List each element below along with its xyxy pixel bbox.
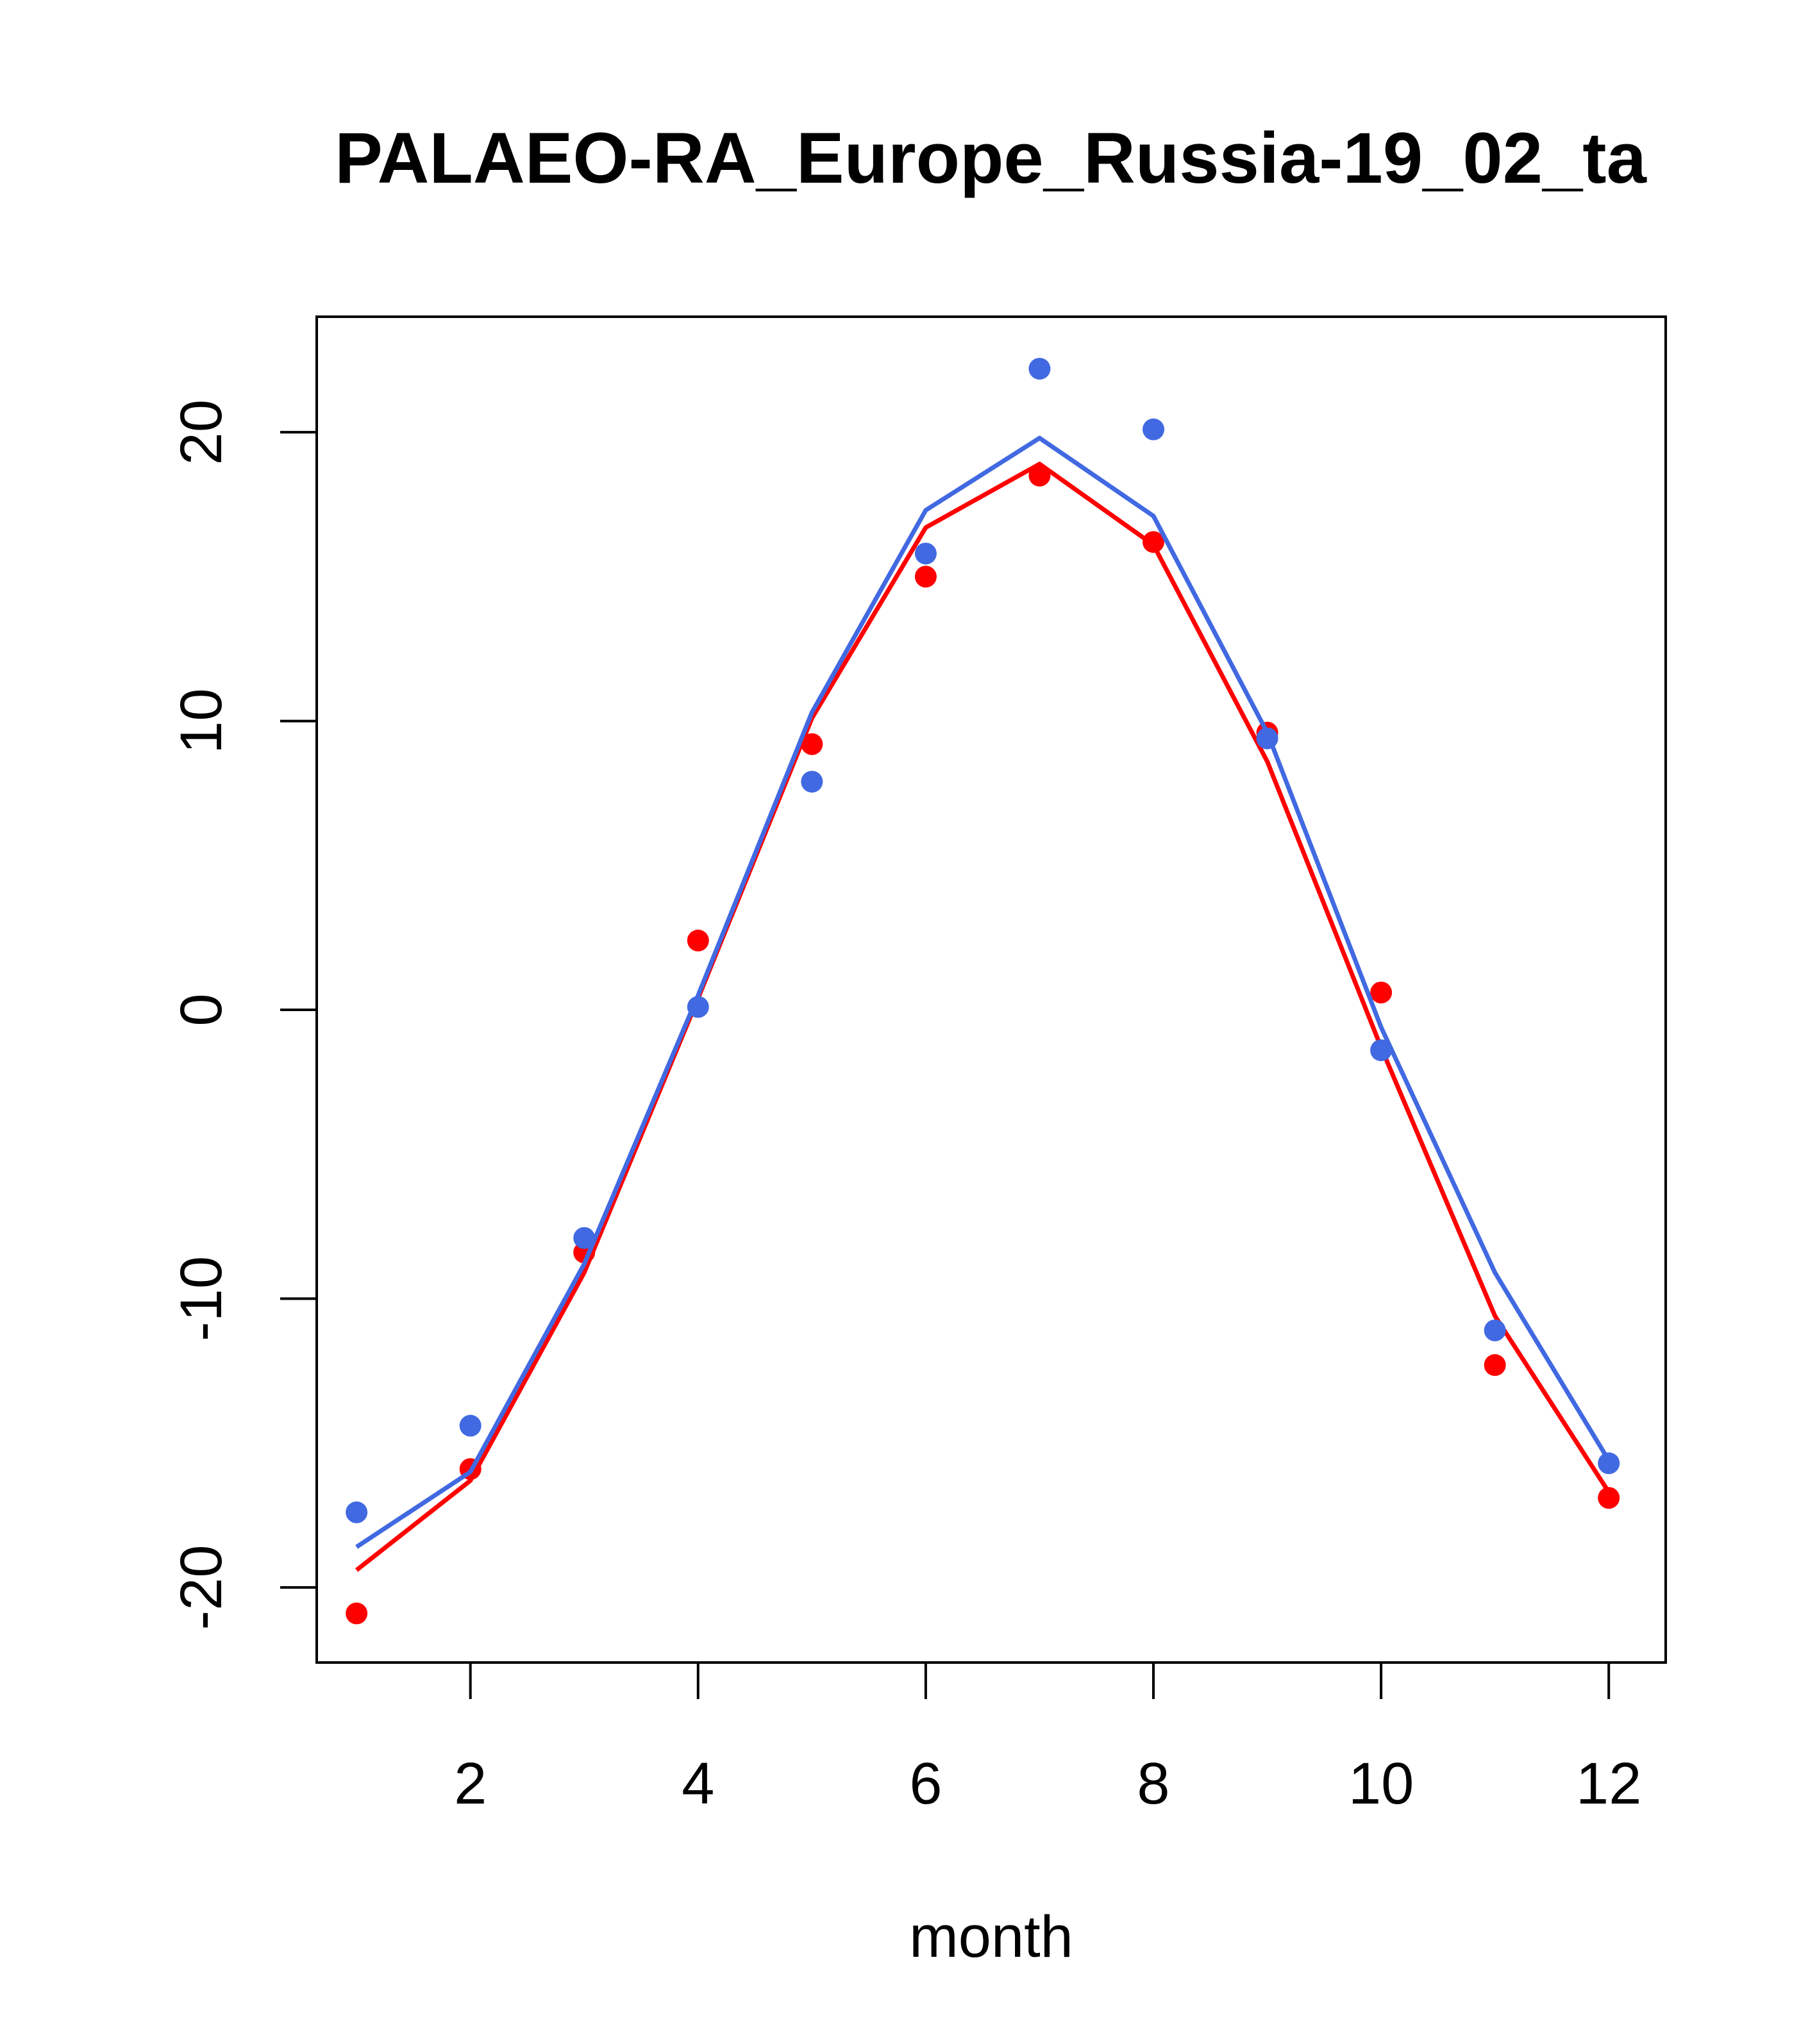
series-1-point xyxy=(801,733,823,755)
series-2-point xyxy=(459,1414,481,1437)
series-1-point xyxy=(1028,464,1051,487)
series-2-point xyxy=(1143,418,1165,440)
series-1 xyxy=(346,462,1620,1625)
series-2-point xyxy=(1028,358,1051,380)
series-2-point xyxy=(346,1501,368,1523)
y-axis: -20 -10 0 10 20 xyxy=(169,399,318,1630)
series-2-point xyxy=(1370,1039,1393,1062)
series-2-point xyxy=(687,996,709,1018)
series-1-point xyxy=(914,565,937,588)
series-1-point xyxy=(1143,531,1165,553)
y-tick-label: -20 xyxy=(169,1545,234,1630)
series-2-point xyxy=(1484,1319,1506,1342)
series-2-point xyxy=(914,542,937,565)
x-tick-label: 2 xyxy=(454,1751,487,1816)
x-tick-label: 8 xyxy=(1137,1751,1169,1816)
x-tick-label: 4 xyxy=(682,1751,714,1816)
y-tick-label: -10 xyxy=(169,1256,234,1341)
series-2-point xyxy=(801,771,823,793)
series-1-point xyxy=(687,929,709,951)
x-tick-label: 10 xyxy=(1348,1751,1414,1816)
plot-area-frame xyxy=(315,315,1667,1664)
x-axis-label: month xyxy=(909,1904,1073,1970)
series-2-point xyxy=(573,1227,596,1249)
series-layer xyxy=(346,358,1620,1625)
series-2-point xyxy=(1256,727,1278,750)
y-tick-label: 20 xyxy=(169,399,234,465)
series-1-point xyxy=(1484,1354,1506,1377)
series-2 xyxy=(346,358,1620,1549)
y-tick-label: 10 xyxy=(169,688,234,753)
x-axis: 2 4 6 8 10 12 xyxy=(454,1661,1641,1816)
series-2-point xyxy=(1598,1452,1620,1475)
x-tick-label: 12 xyxy=(1576,1751,1641,1816)
y-tick-label: 0 xyxy=(169,993,234,1026)
series-2-line xyxy=(355,435,1611,1549)
x-tick-label: 6 xyxy=(909,1751,942,1816)
chart-title: PALAEO-RA_Europe_Russia-19_02_ta xyxy=(335,118,1646,198)
series-1-point xyxy=(1370,982,1393,1004)
series-1-point xyxy=(346,1602,368,1625)
series-1-point xyxy=(1598,1487,1620,1509)
series-1-line xyxy=(355,462,1611,1572)
